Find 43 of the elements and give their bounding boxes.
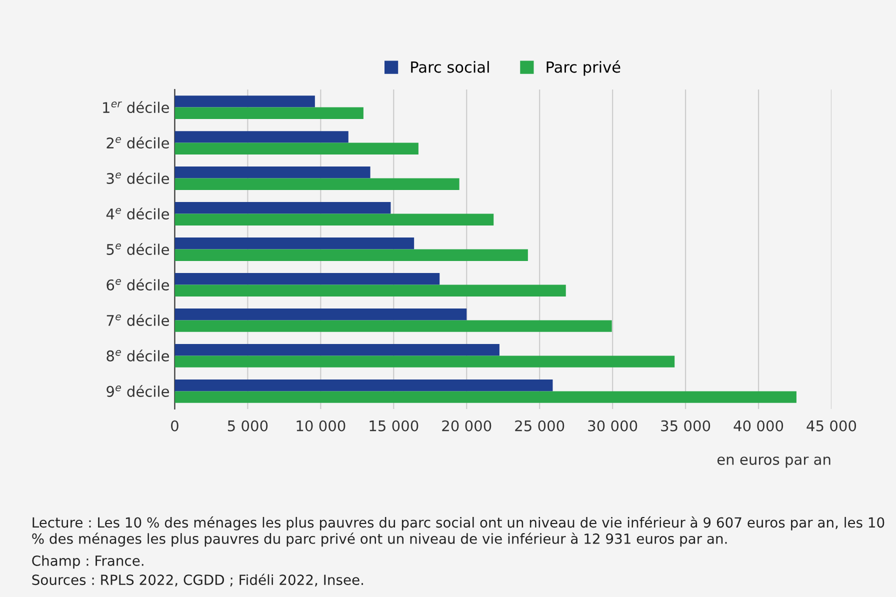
y-tick-label: 5$^{e}$ décile <box>106 243 169 255</box>
bar <box>174 379 553 392</box>
y-tick-label: 3$^{e}$ décile <box>106 172 169 184</box>
legend-label: Parc privé <box>546 60 620 76</box>
bar <box>174 142 418 154</box>
bar <box>174 273 440 285</box>
x-tick-label: 30 000 <box>588 420 638 432</box>
bar <box>174 214 494 226</box>
y-tick-label: 4$^{e}$ décile <box>106 208 169 220</box>
x-tick-label: 15 000 <box>370 420 418 432</box>
y-tick-label: 9$^{e}$ décile <box>106 385 169 397</box>
text: Champ : France. <box>32 555 144 569</box>
x-tick-label: 40 000 <box>734 420 784 432</box>
bar <box>174 107 364 120</box>
bar <box>174 238 414 250</box>
x-tick-label: 45 000 <box>806 420 856 432</box>
x-tick-label: 20 000 <box>442 420 492 432</box>
bar <box>174 344 500 356</box>
y-tick-label: 7$^{e}$ décile <box>106 314 169 326</box>
bar <box>174 284 566 296</box>
x-tick-label: 0 <box>171 420 178 432</box>
x-axis-title: en euros par an <box>717 456 830 468</box>
x-tick-label: 35 000 <box>661 420 710 432</box>
y-tick-label: 1$^{er}$ décile <box>103 101 169 114</box>
bar <box>174 356 675 368</box>
legend-label: Parc social <box>411 61 489 73</box>
bar <box>174 249 528 261</box>
x-tick-label: 5 000 <box>228 420 268 432</box>
bar <box>174 391 796 403</box>
bar <box>174 308 467 320</box>
bar <box>174 320 612 332</box>
bar <box>174 202 391 214</box>
source-note: Sources : RPLS 2022, CGDD ; Fidéli 2022, Insee. <box>32 574 363 586</box>
x-tick-label: 10 000 <box>296 420 346 432</box>
text: Lecture : Les 10 % des ménages les plus pauvres du parc social ont un niveau de vie inférieur à 9 607 euros par an, les 10 % des ménages les plus pauvres du parc privé ont un niveau de vie inférieur à 12 931 euros par an. <box>32 516 884 547</box>
y-tick-label: 2$^{e}$ décile <box>106 136 169 149</box>
bar <box>174 166 370 178</box>
bar <box>174 96 315 108</box>
bar <box>174 131 348 143</box>
y-tick-label: 6$^{e}$ décile <box>106 278 169 290</box>
y-tick-label: 8$^{e}$ décile <box>106 350 169 362</box>
x-tick-label: 25 000 <box>515 420 564 432</box>
bar <box>174 178 460 190</box>
